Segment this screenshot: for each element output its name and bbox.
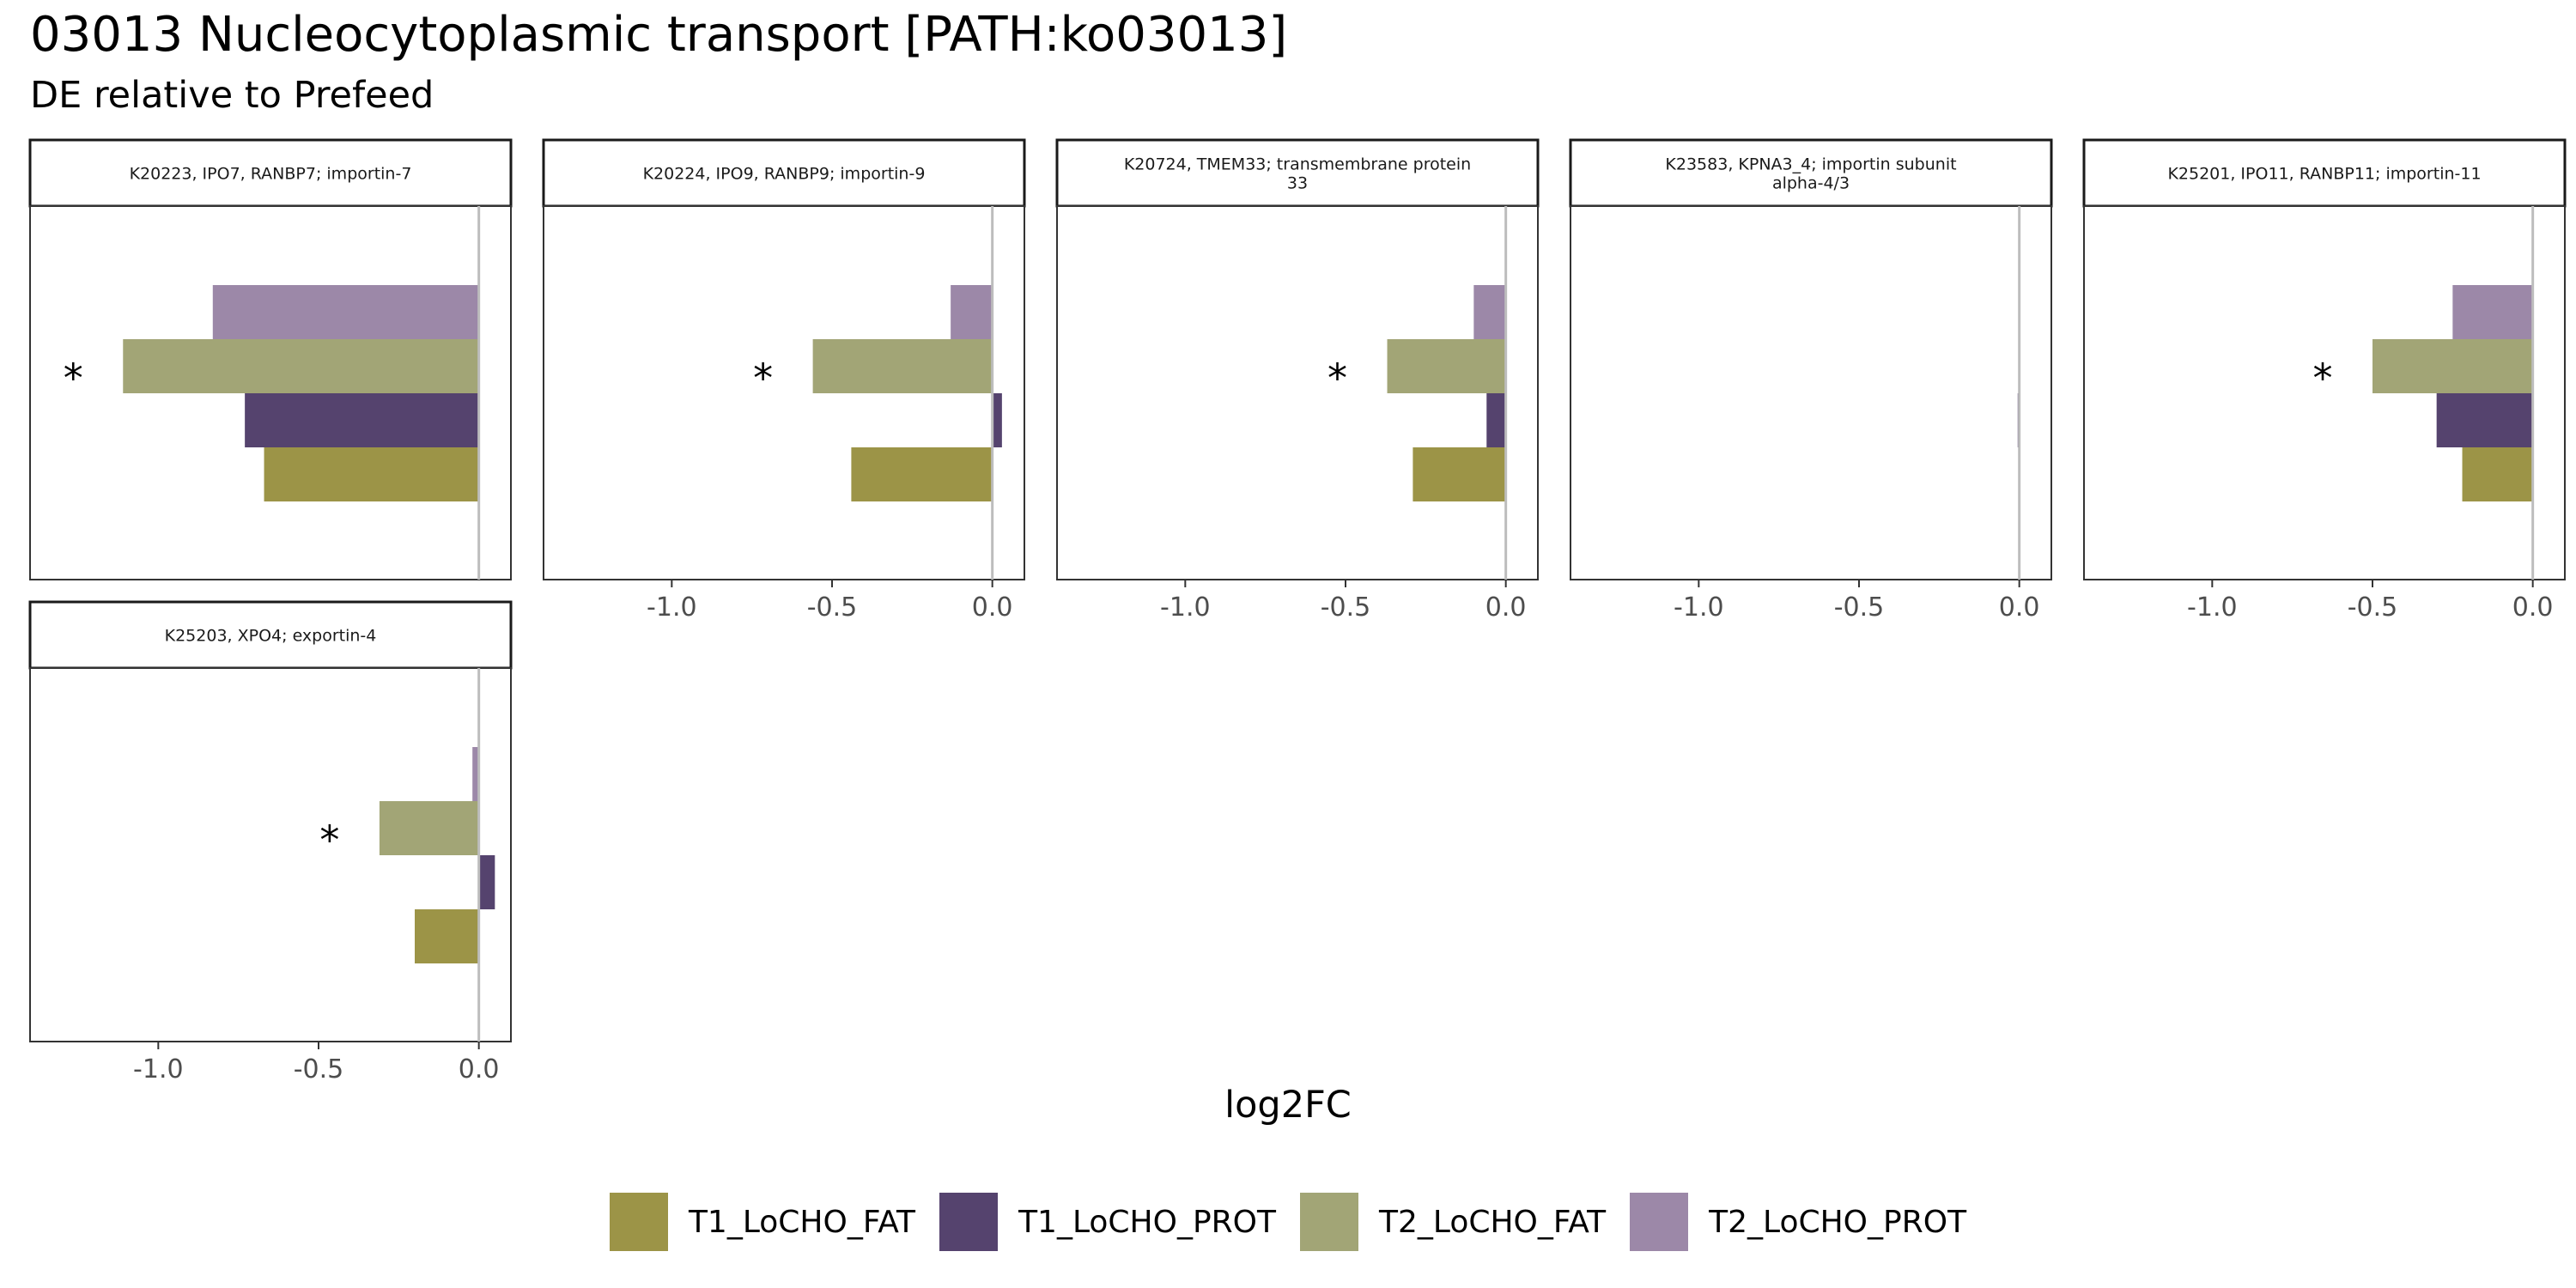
bar-T2_LoCHO_FAT [2372,339,2533,393]
legend-label: T2_LoCHO_FAT [1379,1204,1607,1240]
facet-strip-label: K25201, IPO11, RANBP11; importin-11 [2167,165,2481,184]
bar-T1_LoCHO_PROT [2436,393,2533,447]
bar-T1_LoCHO_PROT [992,393,1002,447]
x-tick-label: 0.0 [459,1054,500,1082]
x-tick-label: -0.5 [1834,592,1885,623]
legend-key [609,1193,668,1251]
x-tick-label: 0.0 [972,592,1013,623]
chart-title: 03013 Nucleocytoplasmic transport [PATH:… [30,7,1288,63]
facet-strip [28,600,513,670]
x-tick-label: -0.5 [807,592,858,623]
significance-marker: * [2313,355,2333,402]
bar-T1_LoCHO_FAT [851,447,993,501]
facet-panel: K23583, KPNA3_4; importin subunitalpha-4… [1569,138,2053,623]
bar-T2_LoCHO_PROT [472,747,479,801]
bar-T2_LoCHO_FAT [812,339,993,393]
bar-T1_LoCHO_FAT [1413,447,1506,501]
facet-strip [2082,138,2567,208]
significance-marker: * [1327,355,1347,402]
significance-marker: * [319,817,339,864]
bar-T2_LoCHO_PROT [212,285,479,339]
legend-key [939,1193,999,1251]
bar-T1_LoCHO_FAT [415,909,479,963]
facet-strip-label: K25203, XPO4; exportin-4 [165,627,377,646]
bar-T2_LoCHO_PROT [1473,285,1506,339]
facet-strip [542,138,1026,208]
facet-plots: K20223, IPO7, RANBP7; importin-7*K20224,… [28,138,2567,1082]
facet-panel: K25203, XPO4; exportin-4 * -1.0 -0.5 0.0 [28,600,513,1082]
x-tick-label: -0.5 [2348,592,2398,623]
bar-T2_LoCHO_FAT [379,801,479,855]
x-tick-label: 0.0 [1999,592,2040,623]
x-tick-label: -0.5 [294,1054,344,1082]
bar-T2_LoCHO_FAT [1387,339,1506,393]
facet-panel: K25201, IPO11, RANBP11; importin-11 * -1.0… [2082,138,2567,623]
legend: T1_LoCHO_FAT T1_LoCHO_PROT T2_LoCHO_FAT T2_… [0,1192,2576,1252]
legend-key [1300,1193,1358,1251]
legend-label: T1_LoCHO_FAT [688,1204,916,1240]
legend-item: T2_LoCHO_PROT [1630,1193,1966,1251]
x-tick-label: 0.0 [2512,592,2554,623]
facet-strip-label: K20223, IPO7, RANBP7; importin-7 [130,165,412,184]
facet-strip-label: 33 [1287,174,1308,193]
facet-panel: K20224, IPO9, RANBP9; importin-9 * -1.0 -0.… [542,138,1026,623]
panel-border [1570,205,2052,580]
legend-item: T1_LoCHO_FAT [609,1193,916,1251]
bar-T1_LoCHO_PROT [1486,393,1506,447]
facet-strip [1055,138,1540,208]
x-tick-label: -1.0 [1160,592,1211,623]
facet-strip-label: K20724, TMEM33; transmembrane protein [1124,155,1471,174]
bar-T2_LoCHO_PROT [951,285,993,339]
x-tick-label: -1.0 [2187,592,2238,623]
bar-T1_LoCHO_PROT [478,855,495,909]
legend-item: T2_LoCHO_FAT [1300,1193,1606,1251]
bar-T1_LoCHO_PROT [245,393,479,447]
bar-T2_LoCHO_PROT [2452,285,2533,339]
facet-strip-label: K23583, KPNA3_4; importin subunit [1665,155,1956,174]
x-tick-label: -1.0 [1674,592,1724,623]
x-tick-label: -1.0 [133,1054,184,1082]
x-axis-label: log2FC [1224,1084,1352,1127]
legend-item: T1_LoCHO_PROT [939,1193,1276,1251]
significance-marker: * [753,355,773,402]
chart-subtitle: DE relative to Prefeed [30,74,434,117]
legend-label: T2_LoCHO_PROT [1709,1204,1967,1240]
legend-label: T1_LoCHO_PROT [1018,1204,1276,1240]
x-tick-label: -0.5 [1321,592,1371,623]
x-tick-label: -1.0 [647,592,697,623]
bar-T2_LoCHO_FAT [123,339,479,393]
x-tick-label: 0.0 [1485,592,1527,623]
legend-key [1630,1193,1689,1251]
facet-panel: K20223, IPO7, RANBP7; importin-7 * [28,138,513,580]
bar-T1_LoCHO_FAT [264,447,479,501]
facet-strip-label: K20224, IPO9, RANBP9; importin-9 [643,165,926,184]
facet-strip-label: alpha-4/3 [1772,174,1850,193]
bar-T1_LoCHO_FAT [2462,447,2533,501]
significance-marker: * [64,355,83,402]
